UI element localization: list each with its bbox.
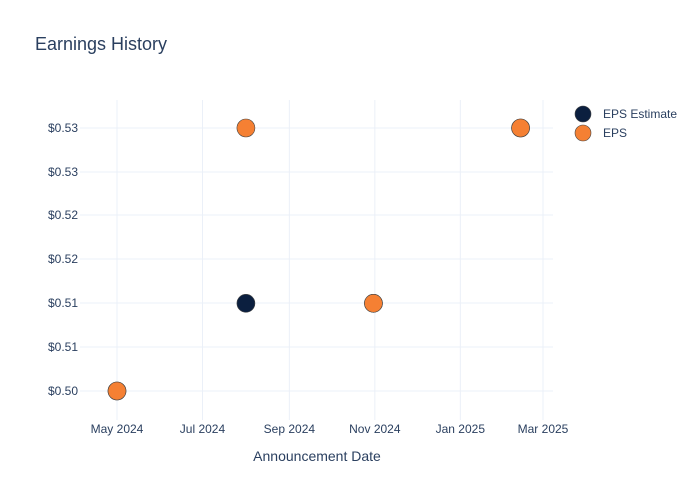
legend: EPS Estimate EPS xyxy=(574,105,677,142)
eps-point xyxy=(107,381,127,401)
legend-label: EPS Estimate xyxy=(603,107,677,121)
legend-item: EPS Estimate xyxy=(574,105,677,123)
legend-item: EPS xyxy=(574,124,627,142)
y-axis-ticks: $0.50 $0.51 $0.51 $0.52 $0.52 $0.53 $0.53 xyxy=(48,121,78,398)
eps-point xyxy=(364,294,383,313)
y-tick-label: $0.53 xyxy=(48,121,78,135)
x-tick-label: Jan 2025 xyxy=(436,422,486,436)
y-tick-label: $0.50 xyxy=(48,384,78,398)
y-tick-label: $0.52 xyxy=(48,252,78,266)
x-tick-label: Jul 2024 xyxy=(180,422,226,436)
data-points xyxy=(107,118,530,401)
chart-title: Earnings History xyxy=(35,34,167,54)
grid-lines xyxy=(80,100,553,420)
eps-estimate-point xyxy=(236,294,256,313)
x-axis-title: Announcement Date xyxy=(253,448,381,464)
eps-point xyxy=(236,118,256,138)
legend-label: EPS xyxy=(603,126,627,140)
y-tick-label: $0.51 xyxy=(48,340,78,354)
x-tick-label: Nov 2024 xyxy=(349,422,401,436)
x-tick-label: Sep 2024 xyxy=(264,422,316,436)
eps-point xyxy=(511,118,530,138)
y-tick-label: $0.52 xyxy=(48,208,78,222)
legend-marker xyxy=(574,124,592,142)
x-tick-label: May 2024 xyxy=(91,422,144,436)
y-tick-label: $0.53 xyxy=(48,165,78,179)
x-axis-ticks: May 2024 Jul 2024 Sep 2024 Nov 2024 Jan 2025… xyxy=(91,422,569,436)
eps-series xyxy=(107,118,530,401)
y-tick-label: $0.51 xyxy=(48,296,78,310)
x-tick-label: Mar 2025 xyxy=(518,422,569,436)
legend-marker xyxy=(574,105,592,123)
